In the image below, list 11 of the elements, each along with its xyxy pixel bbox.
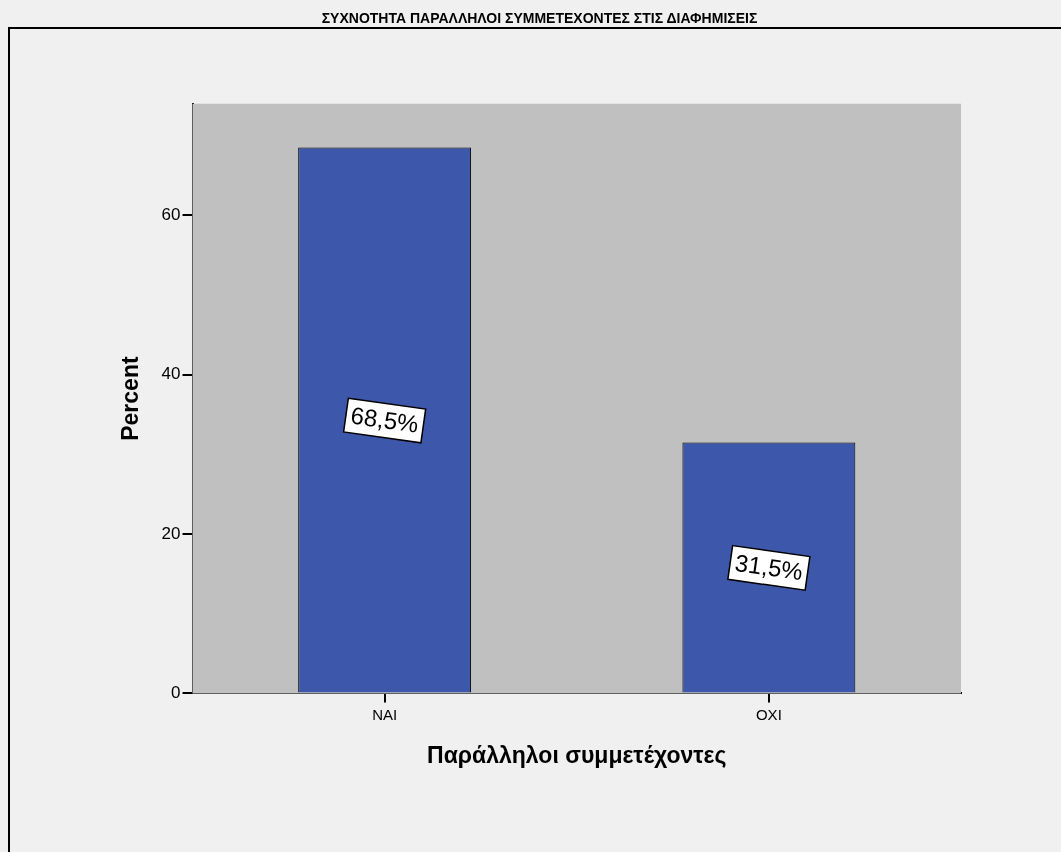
chart-title: ΣΥΧΝΟΤΗΤΑ ΠΑΡΑΛΛΗΛΟΙ ΣΥΜΜΕΤΕΧΟΝΤΕΣ ΣΤΙΣ ΔΙΑΦΗΜΙΣΕΙΣ bbox=[321, 10, 758, 27]
x-axis-title: Παράλληλοι συμμετέχοντες bbox=[427, 741, 727, 768]
y-tick-label: 20 bbox=[161, 523, 181, 543]
y-tick-label: 0 bbox=[171, 683, 181, 703]
y-tick-label: 40 bbox=[161, 364, 181, 384]
x-tick-label: ΝΑΙ bbox=[372, 705, 398, 723]
data-label: 68,5% bbox=[349, 401, 421, 438]
data-label: 31,5% bbox=[733, 548, 805, 586]
y-tick-label: 60 bbox=[161, 205, 181, 225]
x-tick-label: ΟΧΙ bbox=[755, 705, 782, 723]
y-axis-title: Percent bbox=[117, 356, 144, 441]
